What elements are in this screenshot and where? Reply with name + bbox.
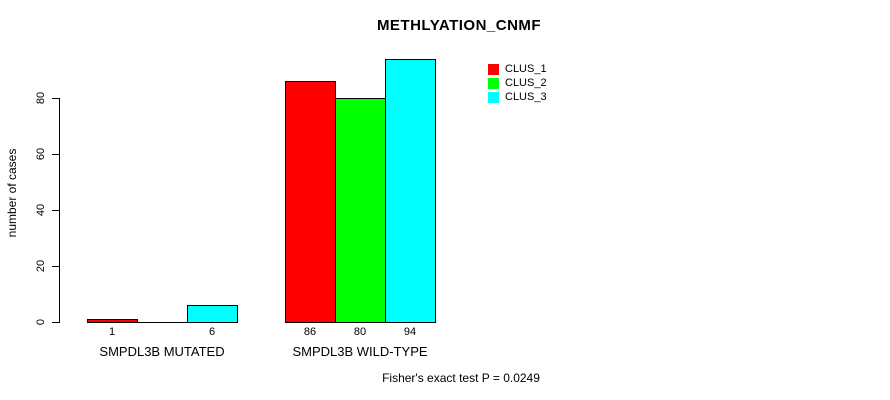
annotation-fisher-test: Fisher's exact test P = 0.0249: [382, 371, 540, 385]
chart-title: METHLYATION_CNMF: [376, 17, 542, 34]
bar-value-label: 6: [208, 326, 216, 338]
bar-value-label: 86: [303, 326, 317, 338]
y-tick-label: 0: [35, 318, 47, 326]
x-category-label: SMPDL3B WILD-TYPE: [292, 344, 428, 359]
bar-value-label: 1: [108, 326, 116, 338]
bar-value-label: 94: [403, 326, 417, 338]
bar-value-label: 80: [353, 326, 367, 338]
y-tick-mark: [52, 210, 59, 211]
bar-clus_1: [87, 319, 138, 323]
legend: CLUS_1 CLUS_2 CLUS_3: [488, 62, 547, 104]
legend-swatch-clus_2: [488, 77, 499, 89]
legend-label: CLUS_3: [505, 91, 547, 103]
bar-clus_3: [385, 59, 436, 323]
legend-item-clus_2: CLUS_2: [488, 76, 547, 90]
bar-clus_3: [187, 305, 238, 323]
bar-clus_2-zero: [137, 322, 188, 323]
legend-swatch-clus_3: [488, 91, 499, 103]
x-category-label: SMPDL3B MUTATED: [99, 344, 225, 359]
y-tick-mark: [52, 322, 59, 323]
y-tick-mark: [52, 98, 59, 99]
legend-item-clus_1: CLUS_1: [488, 62, 547, 76]
bar-clus_1: [285, 81, 336, 323]
legend-swatch-clus_1: [488, 63, 499, 75]
y-tick-label: 20: [35, 259, 47, 273]
y-tick-label: 60: [35, 147, 47, 161]
y-tick-mark: [52, 154, 59, 155]
y-tick-label: 80: [35, 91, 47, 105]
y-tick-label: 40: [35, 203, 47, 217]
y-axis-line: [59, 98, 60, 323]
legend-item-clus_3: CLUS_3: [488, 90, 547, 104]
bar-clus_2: [335, 98, 386, 323]
legend-label: CLUS_1: [505, 63, 547, 75]
legend-label: CLUS_2: [505, 77, 547, 89]
y-tick-mark: [52, 266, 59, 267]
